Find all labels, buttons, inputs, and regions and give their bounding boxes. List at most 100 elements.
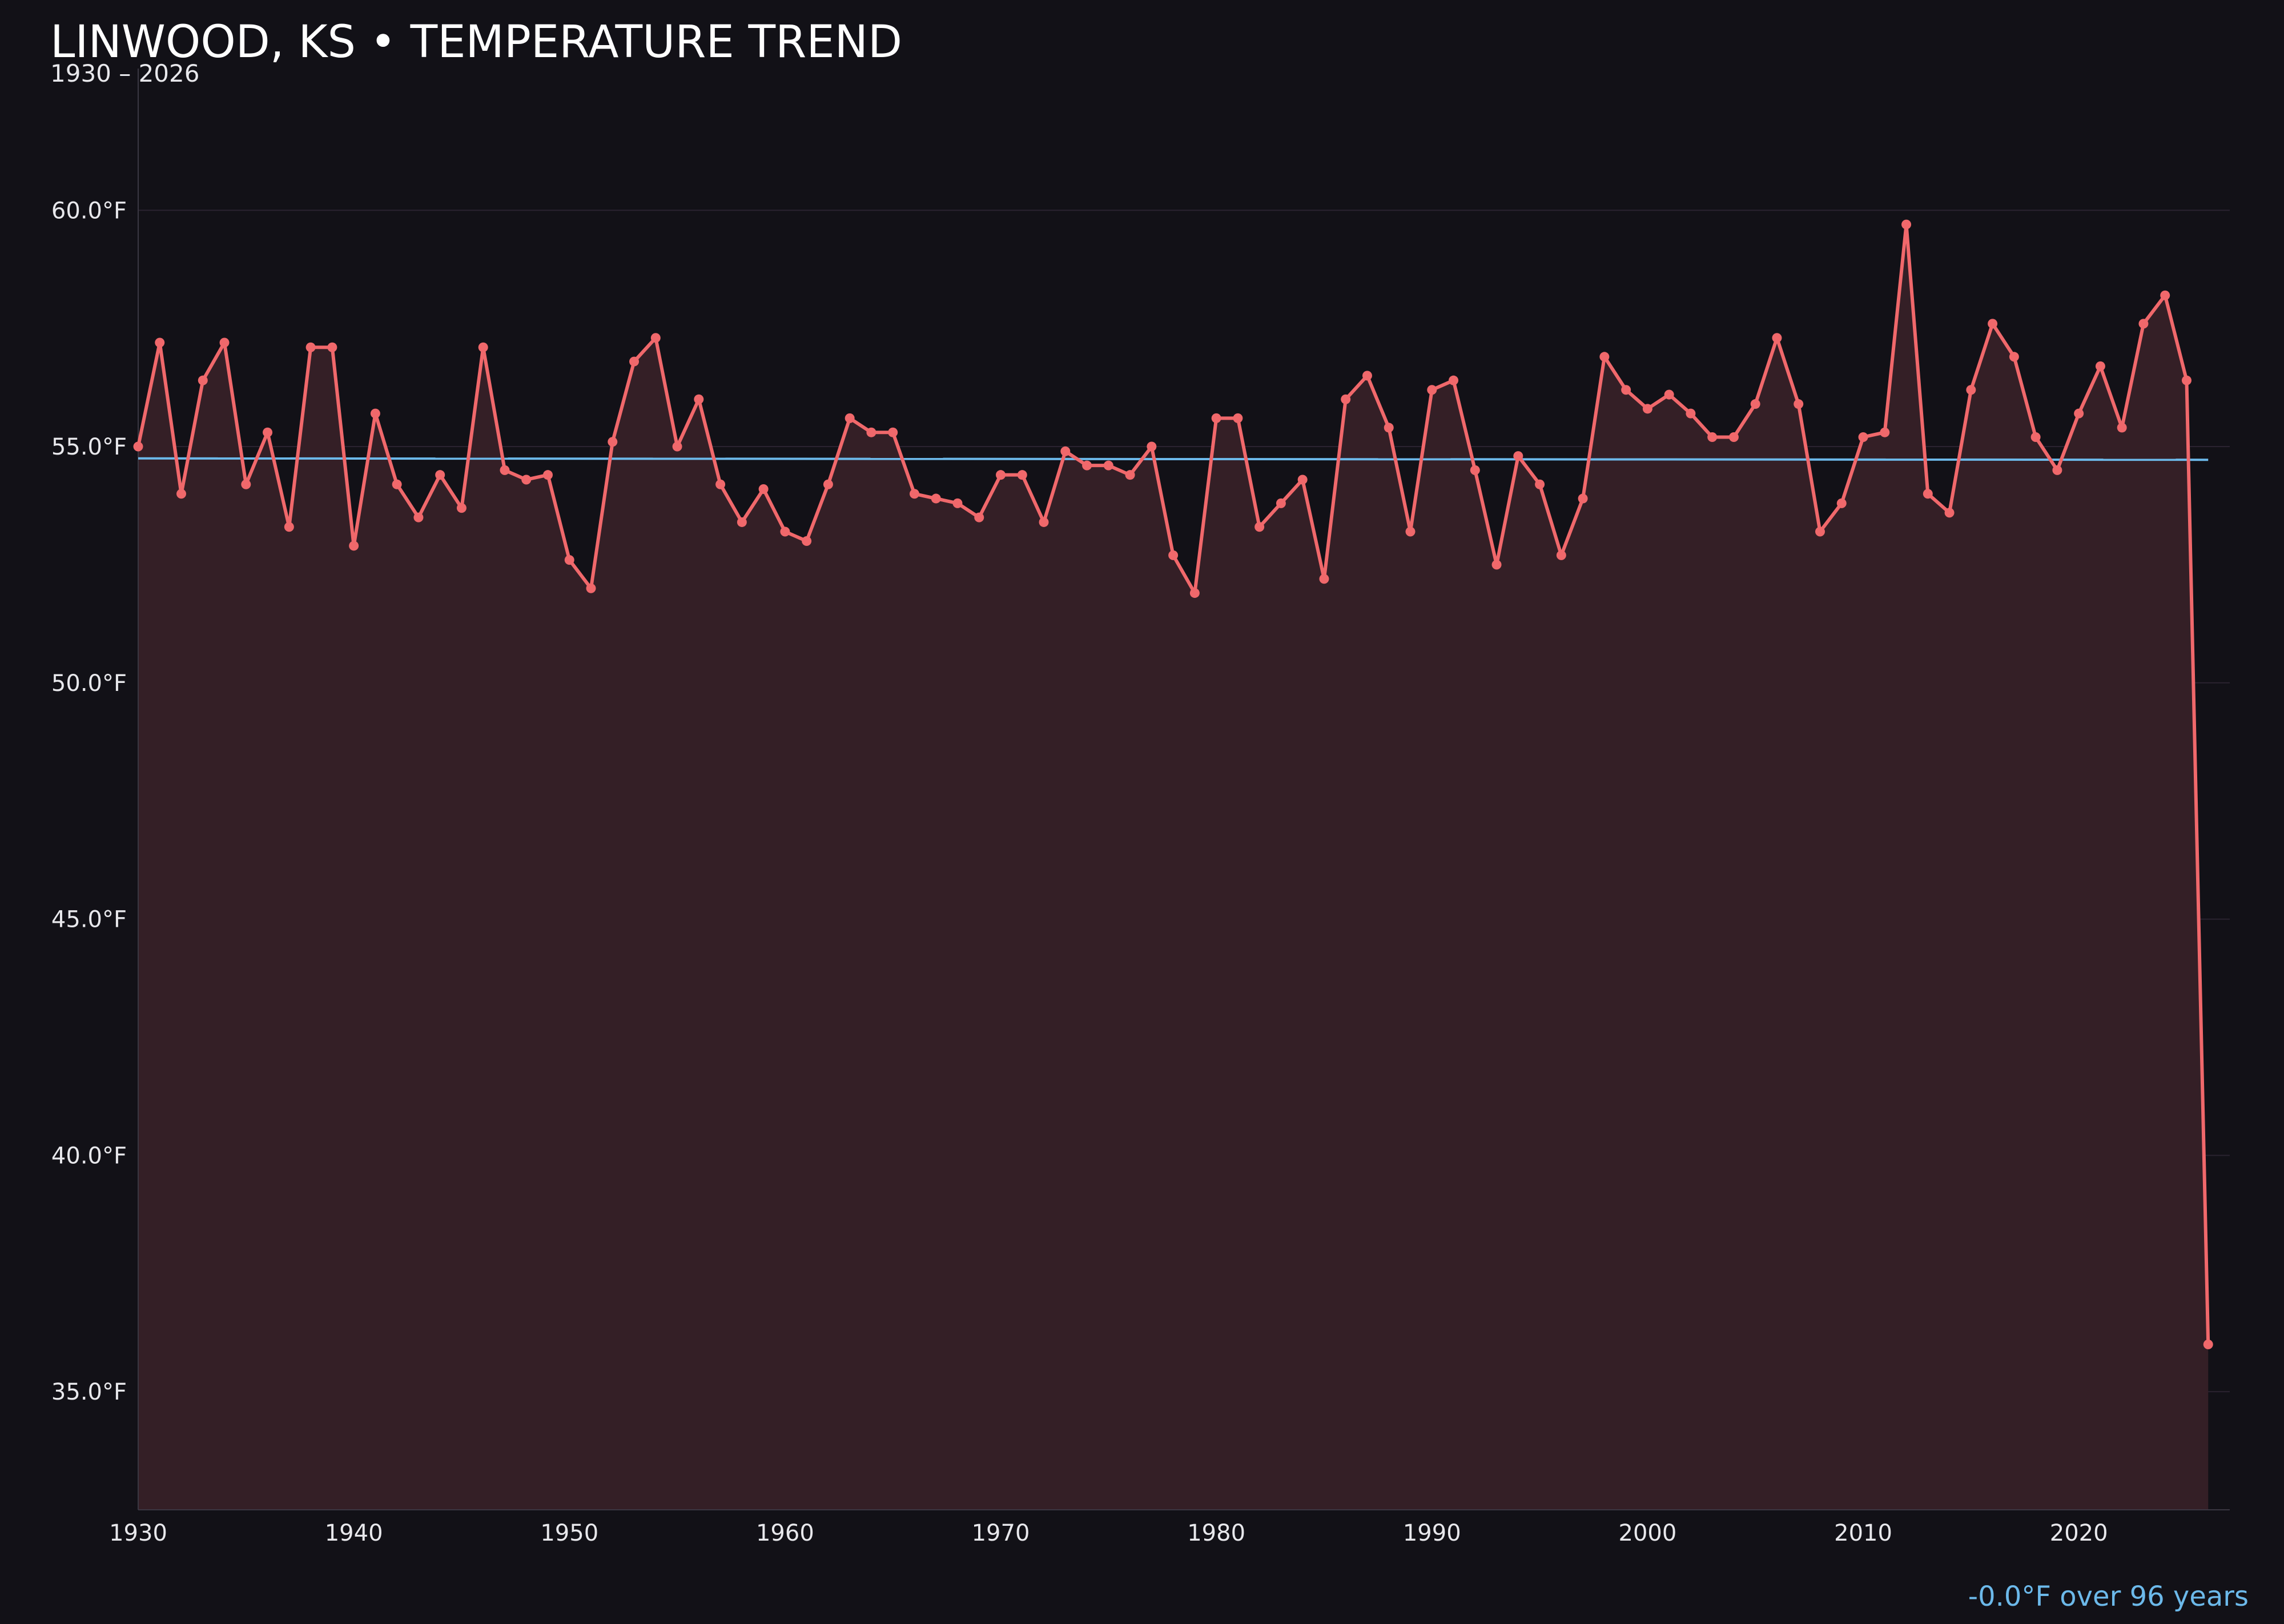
data-point-2000 [1642,404,1652,414]
trend-line-path [138,457,2209,461]
data-point-1943 [413,512,424,522]
data-point-2018 [2030,432,2041,442]
data-point-1947 [500,465,510,475]
data-point-1972 [1039,517,1049,527]
data-point-1939 [327,342,337,352]
data-point-2024 [2160,290,2170,300]
data-point-2017 [2009,352,2019,362]
data-point-1977 [1147,441,1157,452]
data-point-1984 [1297,475,1308,485]
y-tick-label: 55.0°F [51,434,127,460]
data-point-1936 [263,427,273,437]
x-tick-label: 1930 [109,1520,167,1546]
data-point-1998 [1599,352,1610,362]
data-point-1963 [845,413,855,423]
trend-annotation: -0.0°F over 96 years [1968,1581,2249,1613]
data-point-1996 [1556,550,1566,560]
data-point-2014 [1944,508,1955,518]
data-point-2015 [1966,385,1976,395]
data-point-1930 [133,441,143,452]
data-point-1993 [1491,560,1502,570]
data-point-1997 [1578,493,1588,504]
data-point-1933 [198,375,208,385]
x-tick-label: 1950 [540,1520,598,1546]
data-point-2022 [2117,423,2127,433]
x-tick-label: 1990 [1403,1520,1461,1546]
data-point-1970 [996,470,1006,480]
data-point-2004 [1728,432,1739,442]
data-point-1935 [241,479,251,489]
data-point-2012 [1901,219,1912,230]
area-fill [138,224,2209,1510]
data-point-2006 [1772,333,1782,343]
data-point-1982 [1254,522,1265,532]
data-point-1967 [931,493,941,504]
data-point-1946 [478,342,488,352]
data-point-2001 [1664,389,1674,400]
data-point-2007 [1794,399,1804,409]
data-point-1960 [780,526,790,537]
data-point-1985 [1319,574,1329,584]
y-tick-label: 60.0°F [51,198,127,224]
data-point-2020 [2074,408,2084,419]
data-point-1987 [1362,371,1372,381]
data-point-2016 [1988,319,1998,329]
data-points [133,219,2213,1349]
data-point-2009 [1836,498,1847,508]
data-point-1971 [1017,470,1027,480]
data-point-1953 [629,356,640,367]
data-point-1937 [284,522,294,532]
data-point-1966 [909,489,919,499]
data-point-1968 [952,498,963,508]
chart-title: LINWOOD, KS • TEMPERATURE TREND [50,17,902,68]
data-point-1942 [392,479,402,489]
data-point-1957 [715,479,726,489]
data-point-1950 [564,555,574,565]
data-point-1938 [305,342,316,352]
data-point-1969 [974,512,984,522]
data-point-1945 [456,503,467,513]
data-point-1988 [1384,423,1394,433]
y-tick-label: 35.0°F [51,1379,127,1405]
data-point-1958 [737,517,747,527]
data-point-1965 [888,427,898,437]
data-point-1990 [1427,385,1437,395]
data-point-1932 [176,489,187,499]
x-tick-labels: 1930 1940 1950 1960 1970 1980 1990 2000 2010 2020 [109,1520,2108,1546]
data-point-1983 [1276,498,1286,508]
x-tick-label: 1960 [756,1520,814,1546]
data-point-1944 [435,470,445,480]
x-tick-label: 1980 [1187,1520,1245,1546]
data-point-1992 [1470,465,1480,475]
data-point-1995 [1535,479,1545,489]
y-tick-label: 50.0°F [51,670,127,697]
data-point-1961 [802,536,812,546]
data-point-1940 [349,541,359,551]
data-point-1964 [866,427,876,437]
data-point-1956 [694,394,704,404]
data-point-1952 [608,437,618,447]
data-point-1948 [521,475,532,485]
data-point-1994 [1513,451,1523,461]
data-point-1962 [823,479,833,489]
data-point-2011 [1880,427,1890,437]
y-tick-labels: 35.0°F 40.0°F 45.0°F 50.0°F 55.0°F 60.0°F [51,198,127,1405]
axes [138,69,2230,1510]
y-tick-label: 40.0°F [51,1143,127,1169]
data-point-2002 [1686,408,1696,419]
data-point-1959 [758,484,769,495]
data-point-1975 [1103,460,1113,471]
data-point-1981 [1233,413,1243,423]
data-point-2010 [1858,432,1868,442]
data-point-1951 [586,583,596,593]
data-point-1934 [219,337,230,348]
data-point-2021 [2095,361,2105,371]
x-tick-label: 1970 [972,1520,1030,1546]
data-point-1973 [1060,446,1071,456]
data-point-1974 [1082,460,1092,471]
data-point-1941 [370,408,380,419]
data-point-1991 [1449,375,1459,385]
data-point-1954 [650,333,661,343]
x-tick-label: 2010 [1834,1520,1892,1546]
